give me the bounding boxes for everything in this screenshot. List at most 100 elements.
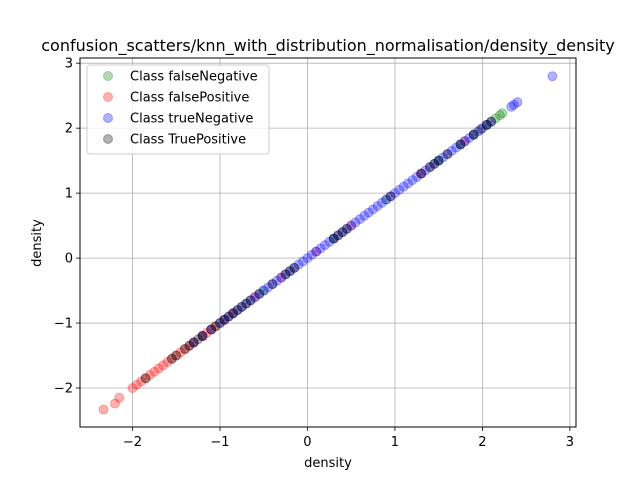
data-point: [416, 168, 427, 179]
data-point: [280, 269, 291, 280]
data-point: [197, 331, 208, 342]
data-point: [346, 220, 357, 231]
data-point: [131, 379, 142, 390]
x-tick-label: 2: [478, 435, 486, 450]
data-point: [438, 152, 449, 163]
data-point: [249, 292, 260, 303]
series-3: [188, 71, 558, 348]
data-point: [201, 327, 212, 338]
data-point: [359, 210, 370, 221]
data-point: [416, 168, 427, 179]
y-tick-label: 3: [65, 57, 73, 72]
legend-label: Class trueNegative: [130, 112, 253, 127]
data-point: [328, 233, 339, 244]
data-point: [341, 223, 352, 234]
data-point: [241, 298, 252, 309]
data-point: [267, 279, 278, 290]
data-point: [433, 155, 444, 166]
data-point: [302, 253, 313, 264]
data-point: [481, 119, 492, 130]
series-1: [197, 108, 508, 342]
data-point: [381, 194, 392, 205]
data-point: [490, 113, 501, 124]
data-point: [394, 184, 405, 195]
data-point: [442, 149, 453, 160]
data-point: [512, 97, 523, 108]
legend-marker: [103, 71, 113, 81]
data-point: [455, 139, 466, 150]
data-point: [486, 116, 497, 127]
data-point: [140, 373, 151, 384]
data-point: [398, 181, 409, 192]
data-point: [258, 285, 269, 296]
data-point: [293, 259, 304, 270]
data-point: [127, 383, 138, 394]
y-tick-label: 1: [65, 187, 73, 202]
data-point: [140, 373, 151, 384]
data-point: [324, 236, 335, 247]
y-tick-label: 0: [65, 252, 73, 267]
data-point: [179, 344, 190, 355]
data-point: [245, 295, 256, 306]
data-point: [114, 392, 125, 403]
x-axis-label: density: [304, 456, 352, 471]
data-point: [333, 230, 344, 241]
data-point: [354, 214, 365, 225]
data-point: [385, 191, 396, 202]
data-point: [232, 305, 243, 316]
data-point: [411, 171, 422, 182]
data-point: [144, 370, 155, 381]
data-point: [214, 318, 225, 329]
data-point: [306, 249, 317, 260]
data-point: [206, 324, 217, 335]
data-point: [228, 308, 239, 319]
data-point: [298, 256, 309, 267]
legend-marker: [103, 134, 113, 144]
data-point: [468, 129, 479, 140]
data-point: [171, 350, 182, 361]
data-point: [228, 308, 239, 319]
data-point: [429, 158, 440, 169]
data-point: [433, 155, 444, 166]
data-point: [407, 175, 418, 186]
legend: Class falseNegative Class falsePositive Cl…: [86, 64, 270, 155]
data-point: [547, 71, 558, 82]
data-point: [455, 139, 466, 150]
series-4: [140, 116, 497, 384]
data-point: [276, 272, 287, 283]
data-point: [153, 363, 164, 374]
data-point: [206, 324, 217, 335]
data-point: [219, 314, 230, 325]
data-point: [333, 230, 344, 241]
data-point: [475, 124, 486, 135]
x-tick-label: 0: [303, 435, 311, 450]
data-point: [284, 266, 295, 277]
data-point: [232, 305, 243, 316]
x-tick-label: 1: [391, 435, 399, 450]
data-point: [197, 331, 208, 342]
data-point: [197, 331, 208, 342]
data-point: [337, 227, 348, 238]
data-point: [350, 217, 361, 228]
data-point: [223, 311, 234, 322]
axis-ticks: −2 −1 0 1 2 3 −2 −1 0 1 2 3: [54, 57, 574, 450]
data-point: [311, 246, 322, 257]
data-point: [494, 110, 505, 121]
data-point: [219, 314, 230, 325]
data-point: [446, 145, 457, 156]
data-point: [385, 191, 396, 202]
data-point: [429, 158, 440, 169]
data-point: [149, 366, 160, 377]
data-point: [223, 311, 234, 322]
data-point: [276, 272, 287, 283]
data-point: [464, 132, 475, 143]
data-point: [210, 321, 221, 332]
data-point: [473, 126, 484, 137]
data-point: [188, 337, 199, 348]
data-point: [420, 165, 431, 176]
data-point: [368, 204, 379, 215]
legend-marker: [103, 113, 113, 123]
data-point: [403, 178, 414, 189]
x-tick-label: −1: [210, 435, 229, 450]
data-point: [197, 331, 208, 342]
